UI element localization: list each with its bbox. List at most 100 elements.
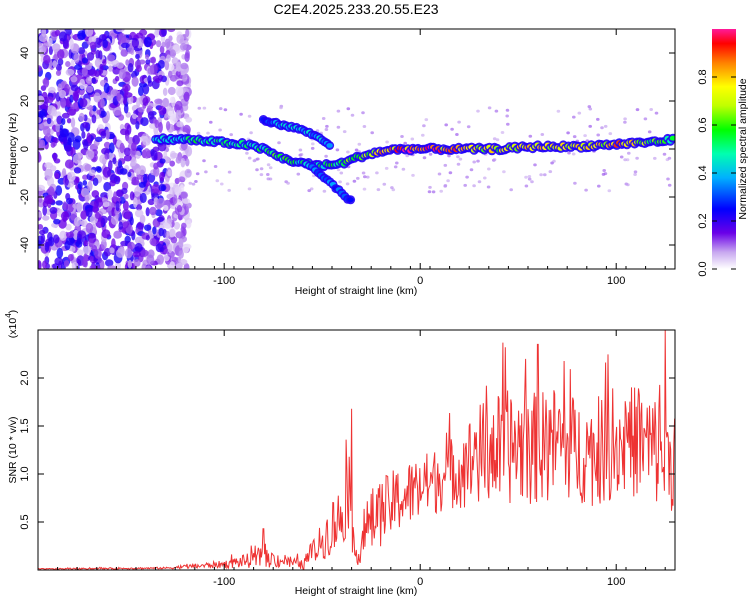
spectrogram-noise-cell — [138, 181, 146, 188]
spectrogram-noise-cell — [81, 131, 86, 139]
spectrogram-halo-cell — [571, 152, 576, 156]
spectrogram-halo-cell — [439, 189, 444, 193]
spectrogram-noise-cell — [115, 189, 124, 197]
snr-multiplier-base: (x10 — [7, 318, 19, 339]
colorbar-gradient — [712, 29, 736, 269]
spectrogram-noise-cell — [61, 112, 70, 119]
colorbar-tick-label: 0.4 — [697, 165, 709, 180]
spectrogram-halo-cell — [266, 177, 271, 181]
spectrogram-halo-cell — [487, 167, 491, 171]
spectrogram-noise-cell — [79, 78, 86, 90]
spectrogram-noise-cell — [121, 187, 128, 195]
spectrogram-noise-cell — [170, 152, 179, 158]
spectrogram-noise-cell — [102, 59, 107, 66]
spectrogram-noise-cell — [88, 36, 97, 44]
spectrogram-noise-cell — [43, 54, 51, 64]
spectrogram-noise-cell — [139, 214, 146, 224]
spectrogram-halo-cell — [566, 131, 570, 135]
spectrogram-noise-cell — [111, 238, 116, 250]
spectrogram-halo-cell — [352, 179, 357, 183]
spectrogram-noise-cell — [160, 185, 166, 192]
spectrogram-noise-cell — [170, 236, 178, 244]
spectrogram-halo-cell — [307, 189, 312, 193]
spectrogram-halo-cell — [450, 127, 454, 131]
spectrogram-noise-cell — [109, 247, 115, 254]
spectrogram-halo-cell — [643, 117, 648, 121]
spectrogram-halo-cell — [191, 182, 196, 186]
spectrogram-noise-cell — [91, 77, 97, 84]
spectrogram-noise-cell — [124, 211, 131, 220]
spectrogram-noise-cell — [125, 59, 130, 66]
spectrogram-halo-cell — [259, 173, 264, 177]
spectrogram-noise-cell — [185, 116, 193, 123]
spectrogram-noise-cell — [38, 184, 45, 191]
spectrogram-halo-cell — [247, 187, 252, 191]
spectrogram-noise-cell — [64, 144, 72, 152]
spectrogram-ytick-label: -20 — [19, 189, 31, 205]
spectrogram-halo-cell — [608, 132, 613, 136]
spectrogram-noise-cell — [81, 57, 89, 64]
spectrogram-noise-cell — [169, 160, 175, 167]
spectrogram-noise-cell — [42, 42, 47, 53]
spectrogram-panel: -100 0 100 -40 -20 0 20 40 Height of straight l… — [7, 28, 676, 297]
spectrogram-noise-cell — [84, 29, 94, 37]
colorbar-ticks: 0.0 0.2 0.4 0.6 0.8 — [697, 69, 736, 277]
spectrogram-noise-cell — [155, 209, 163, 217]
spectrogram-halo-cell — [463, 183, 468, 187]
spectrogram-ytick-label: 20 — [19, 95, 31, 107]
spectrogram-halo-cell — [227, 170, 232, 174]
spectrogram-halo-cell — [239, 112, 243, 116]
spectrogram-noise-cell — [119, 142, 125, 154]
spectrogram-noise-cell — [116, 62, 124, 69]
spectrogram-halo-cell — [431, 190, 436, 194]
spectrogram-noise-cell — [77, 249, 84, 256]
spectrogram-halo-cell — [266, 173, 270, 176]
spectrogram-noise-cell — [147, 75, 152, 84]
spectrogram-halo-cell — [361, 171, 366, 175]
spectrogram-noise-cell — [142, 97, 149, 106]
spectrogram-noise-cell — [81, 67, 88, 77]
spectrogram-halo-cell — [296, 172, 301, 176]
spectrogram-noise-cell — [108, 65, 113, 72]
spectrogram-halo-cell — [362, 125, 367, 128]
spectrogram-noise-cell — [108, 142, 115, 154]
spectrogram-halo-cell — [437, 172, 442, 176]
spectrogram-noise-cell — [119, 168, 128, 175]
spectrogram-halo-cell — [421, 133, 425, 137]
spectrogram-halo-cell — [346, 150, 350, 154]
snr-multiplier-exponent: 4 — [4, 313, 13, 318]
spectrogram-noise-cell — [43, 126, 51, 136]
spectrogram-noise-cell — [139, 192, 147, 204]
spectrogram-halo-cell — [255, 168, 259, 172]
spectrogram-halo-cell — [500, 131, 505, 134]
spectrogram-noise-cell — [100, 130, 107, 139]
spectrogram-noise-cell — [38, 117, 42, 123]
spectrogram-noise-cell — [59, 230, 67, 241]
spectrogram-noise-cell — [124, 85, 129, 97]
spectrogram-noise-cell — [65, 202, 74, 213]
spectrogram-noise-cell — [66, 236, 75, 246]
spectrogram-noise-cell — [123, 154, 132, 162]
spectrogram-halo-cell — [539, 173, 543, 177]
spectrogram-noise-cell — [100, 110, 107, 118]
spectrogram-halo-cell — [206, 131, 210, 135]
spectrogram-noise-cell — [46, 96, 54, 104]
snr-ylabel: SNR (10 * v/v) — [7, 416, 19, 483]
spectrogram-noise-cell — [55, 200, 63, 206]
spectrogram-halo-cell — [635, 108, 640, 112]
spectrogram-noise-cell — [52, 263, 60, 269]
spectrogram-noise-cell — [85, 222, 94, 234]
spectrogram-noise-cell — [131, 142, 137, 152]
spectrogram-halo-cell — [540, 133, 545, 136]
spectrogram-noise-cell — [105, 129, 110, 141]
spectrogram-halo-cell — [597, 184, 601, 188]
spectrogram-noise-cell — [72, 90, 80, 102]
spectrogram-noise-cell — [144, 224, 152, 231]
spectrogram-noise-cell — [185, 202, 192, 209]
spectrogram-noise-cell — [83, 253, 88, 263]
spectrogram-noise-cell — [54, 29, 61, 36]
spectrogram-noise-cell — [38, 111, 46, 118]
spectrogram-halo-cell — [322, 189, 327, 193]
spectrogram-noise-cell — [77, 30, 86, 40]
spectrogram-halo-cell — [424, 118, 429, 122]
